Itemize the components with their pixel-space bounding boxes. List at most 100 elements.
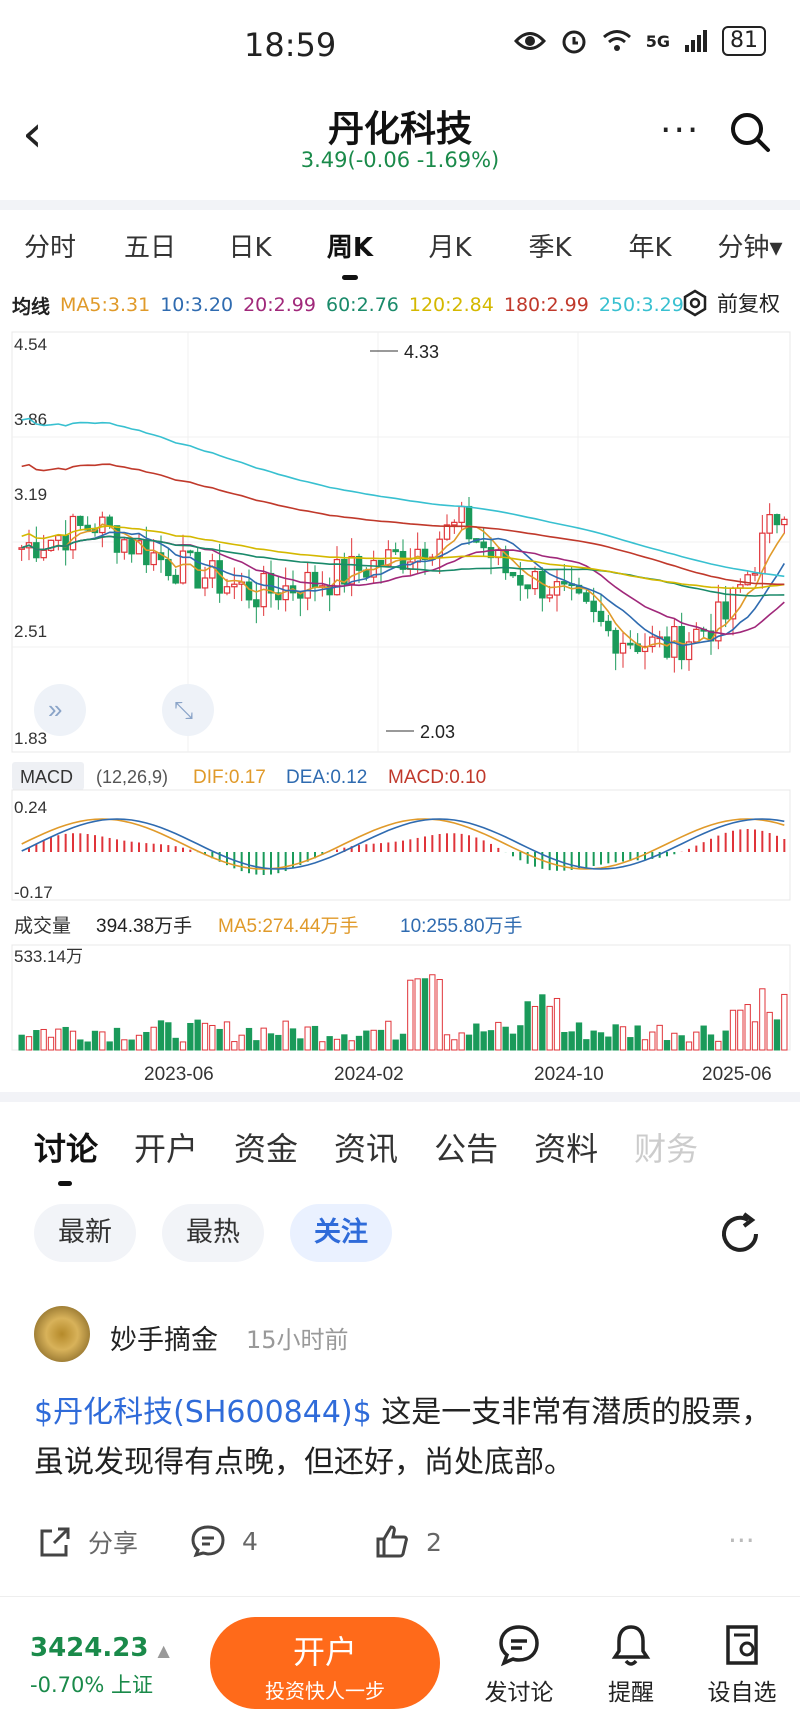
volume-bar — [641, 1039, 649, 1051]
kline-chart[interactable]: 4.543.863.192.511.834.332.03» ⤡MACD (12,26… — [0, 322, 800, 1092]
add-watchlist-button[interactable]: 设自选 — [697, 1623, 787, 1707]
volume-bar — [25, 1036, 33, 1051]
volume-bar — [627, 1037, 634, 1051]
candle — [348, 555, 355, 585]
volume-bar — [99, 1031, 106, 1051]
tab-profile[interactable]: 资料 — [534, 1130, 599, 1168]
macd-label: MACD — [20, 767, 73, 787]
thumbs-up-icon — [376, 1525, 408, 1558]
volume-bar — [597, 1032, 605, 1051]
remind-button[interactable]: 提醒 — [586, 1623, 676, 1707]
price-tick-label: 1.83 — [14, 729, 47, 748]
candle — [392, 549, 399, 553]
more-options-icon[interactable]: ··· — [728, 1524, 755, 1557]
candle — [150, 552, 157, 566]
signal-icon — [685, 30, 707, 52]
tab-minute[interactable]: 分钟▾ — [717, 232, 783, 263]
volume-bar — [304, 1026, 311, 1051]
stock-name: 丹化科技 — [327, 109, 472, 150]
settings-icon — [683, 289, 707, 317]
index-change: -0.70% 上证 — [30, 1673, 153, 1697]
post-content: $丹化科技(SH600844)$ 这是一支非常有潜质的股票，虽说发现得有点晚，但… — [34, 1388, 774, 1488]
tab-finance[interactable]: 财务 — [634, 1130, 699, 1168]
filter-latest[interactable]: 最新 — [34, 1204, 136, 1262]
open-account-subtitle: 投资快人一步 — [265, 1679, 385, 1703]
volume-bar — [40, 1028, 47, 1051]
macd-panel — [11, 789, 791, 901]
tab-daily-k[interactable]: 日K — [228, 232, 272, 263]
ma-line — [21, 525, 785, 590]
filter-hot[interactable]: 最热 — [162, 1204, 264, 1262]
volume-bar — [458, 1032, 465, 1051]
content-tabs: 讨论 开户 资金 资讯 公告 资料 财务 — [0, 1112, 800, 1186]
tab-discussion[interactable]: 讨论 — [34, 1124, 98, 1186]
candle — [517, 575, 524, 586]
volume-bar — [55, 1028, 62, 1051]
share-button[interactable]: 分享 — [38, 1524, 138, 1560]
volume-bar — [399, 1033, 407, 1051]
post-text: 这是一支非常有潜质的股票，虽说发现得有点晚，但还好，尚处底部。 — [34, 1395, 772, 1480]
tab-year-k[interactable]: 年K — [628, 232, 672, 263]
tab-monthly-k[interactable]: 月K — [428, 232, 472, 263]
candle — [179, 550, 187, 584]
volume-bar — [135, 1034, 143, 1051]
volume-bar — [612, 1024, 619, 1051]
volume-bar — [766, 1011, 773, 1051]
candle — [77, 515, 84, 526]
ma-line — [21, 417, 785, 578]
ma-legend: 均线 MA5:3.31 10:3.20 20:2.99 60:2.76 120:2.84… — [12, 288, 792, 322]
more-icon[interactable]: ··· — [660, 110, 701, 151]
filter-pills: 最新 最热 关注 — [34, 1204, 392, 1262]
like-button[interactable]: 2 — [374, 1524, 442, 1560]
tab-announcement[interactable]: 公告 — [434, 1130, 499, 1168]
tab-five-day[interactable]: 五日 — [123, 232, 176, 263]
candle — [663, 636, 671, 658]
open-account-button[interactable]: 开户 投资快人一步 — [210, 1617, 440, 1709]
search-icon[interactable] — [728, 110, 772, 154]
candle — [685, 641, 693, 661]
volume-bar — [407, 979, 414, 1051]
candle — [451, 521, 458, 526]
volume-bar — [333, 1038, 341, 1051]
tab-timeshare[interactable]: 分时 — [23, 232, 76, 263]
divider — [0, 1092, 800, 1102]
tab-funds[interactable]: 资金 — [234, 1130, 299, 1168]
volume-bar — [238, 1034, 245, 1051]
macd-dea: DEA:0.12 — [286, 767, 367, 788]
post-discussion-button[interactable]: 发讨论 — [474, 1623, 564, 1707]
battery-indicator: 81 — [722, 26, 766, 56]
add-watchlist-label: 设自选 — [707, 1680, 777, 1706]
stock-tag-link[interactable]: $丹化科技(SH600844)$ — [34, 1395, 372, 1430]
volume-bar — [451, 1039, 458, 1051]
tab-open-account[interactable]: 开户 — [134, 1130, 199, 1168]
avatar[interactable] — [34, 1306, 90, 1362]
ma-value-4: 120:2.84 — [408, 294, 494, 316]
post-time: 15小时前 — [246, 1326, 349, 1354]
comment-button[interactable]: 4 — [190, 1524, 258, 1558]
candle — [751, 572, 759, 576]
volume-bar — [69, 1030, 77, 1051]
candle — [722, 601, 729, 620]
refresh-icon[interactable] — [716, 1210, 764, 1258]
adjust-button[interactable]: 前复权 — [681, 288, 780, 318]
tab-weekly-k[interactable]: 周K — [300, 227, 400, 280]
volume-bar — [179, 1041, 187, 1051]
candle — [766, 514, 773, 534]
volume-bar — [744, 1004, 751, 1051]
x-axis-label: 2024-10 — [534, 1064, 604, 1085]
index-quote[interactable]: 3424.23 ▲ -0.70% 上证 — [30, 1633, 170, 1699]
candle — [561, 581, 568, 585]
price-tick-label: 2.51 — [14, 622, 47, 641]
filter-following[interactable]: 关注 — [290, 1204, 392, 1262]
candle — [40, 549, 47, 559]
candle — [201, 577, 209, 589]
tab-news[interactable]: 资讯 — [334, 1130, 399, 1168]
bell-icon — [611, 1625, 651, 1666]
fullscreen-button — [162, 684, 214, 736]
candle — [135, 540, 143, 555]
post-username[interactable]: 妙手摘金 — [110, 1325, 218, 1356]
macd-tick: -0.17 — [14, 883, 53, 902]
tab-quarter-k[interactable]: 季K — [528, 232, 572, 263]
back-icon[interactable]: ‹ — [22, 104, 43, 164]
ma-label: 均线 — [12, 295, 51, 318]
